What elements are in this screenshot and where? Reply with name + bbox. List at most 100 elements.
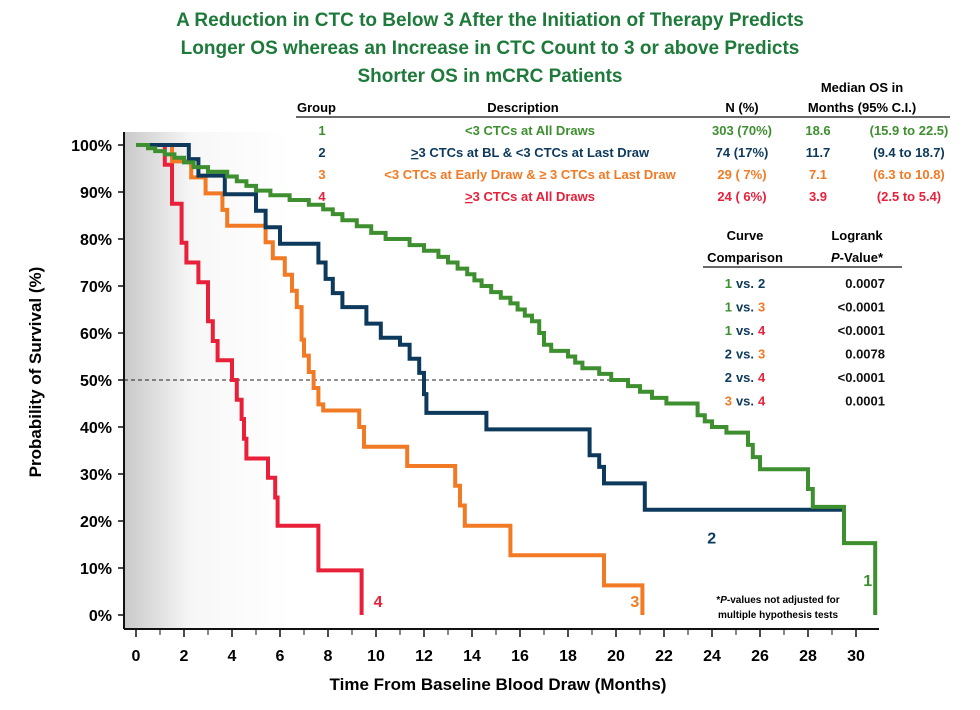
group-table: Group Description N (%) Median OS in Months … bbox=[296, 80, 950, 204]
ge-symbol: > bbox=[465, 189, 473, 204]
comparison-row: 1 vs. 2 bbox=[725, 276, 766, 291]
comparison-p-value: <0.0001 bbox=[838, 370, 885, 385]
comparison-b: 4 bbox=[758, 394, 766, 409]
group-row-1: 1 <3 CTCs at All Draws 303 (70%) 18.6 (15.9 … bbox=[318, 123, 948, 138]
y-tick-label: 20% bbox=[80, 514, 112, 531]
footnote-star: * bbox=[716, 595, 720, 606]
curve-group-2 bbox=[136, 143, 844, 512]
x-tick-label: 12 bbox=[415, 648, 433, 665]
comparison-table: Curve Comparison Logrank P-Value* 1 vs. 2 0.000… bbox=[703, 228, 902, 409]
comparison-a: 1 bbox=[725, 276, 732, 291]
comparison-vs: vs. bbox=[736, 394, 754, 409]
comparison-vs: vs. bbox=[736, 300, 754, 315]
comparison-row: 2 vs. 3 bbox=[725, 347, 766, 362]
group-n: 74 (17%) bbox=[716, 145, 769, 160]
y-tick-label: 90% bbox=[80, 185, 112, 202]
plot-area bbox=[124, 132, 879, 629]
footnote-line-1: *P-values not adjusted for bbox=[716, 595, 839, 606]
comparison-p-value: <0.0001 bbox=[838, 323, 885, 338]
comparison-a: 2 bbox=[725, 347, 732, 362]
y-tick-label: 60% bbox=[80, 326, 112, 343]
x-tick-label: 4 bbox=[228, 648, 237, 665]
curve-group-1 bbox=[136, 143, 878, 615]
comparison-b: 2 bbox=[758, 276, 765, 291]
footnote-rest: -values not adjusted for bbox=[727, 595, 840, 606]
x-tick-label: 30 bbox=[847, 648, 865, 665]
y-tick-label: 70% bbox=[80, 279, 112, 296]
group-id: 1 bbox=[318, 123, 325, 138]
y-tick-label: 50% bbox=[80, 373, 112, 390]
header-median-2: Months (95% C.I.) bbox=[808, 100, 916, 115]
y-axis-title: Probability of Survival (%) bbox=[26, 267, 45, 478]
y-tick-label: 40% bbox=[80, 420, 112, 437]
title-line-1: A Reduction in CTC to Below 3 After the … bbox=[176, 10, 804, 31]
comparison-p-value: 0.0078 bbox=[845, 347, 885, 362]
comparison-row: 3 vs. 4 bbox=[725, 394, 766, 409]
x-tick-label: 0 bbox=[132, 648, 141, 665]
footnote: *P-values not adjusted for multiple hypo… bbox=[716, 595, 839, 621]
group-median: 18.6 bbox=[805, 123, 830, 138]
comparison-p-value: 0.0007 bbox=[845, 276, 885, 291]
title-line-2: Longer OS whereas an Increase in CTC Cou… bbox=[181, 38, 800, 59]
footnote-line-2: multiple hypothesis tests bbox=[718, 610, 838, 621]
group-ci: (15.9 to 22.5) bbox=[870, 123, 949, 138]
comparison-a: 1 bbox=[725, 323, 732, 338]
comparison-row: 2 vs. 4 bbox=[725, 370, 766, 385]
comparison-a: 3 bbox=[725, 394, 732, 409]
footnote-p: P bbox=[720, 595, 727, 606]
comparison-vs: vs. bbox=[736, 347, 754, 362]
y-tick-label: 30% bbox=[80, 467, 112, 484]
y-tick-label: 0% bbox=[89, 608, 112, 625]
group-description: >3 CTCs at All Draws bbox=[465, 189, 595, 204]
y-tick-label: 10% bbox=[80, 561, 112, 578]
group-n: 29 ( 7%) bbox=[717, 167, 766, 182]
description-text: 3 CTCs at All Draws bbox=[473, 189, 595, 204]
group-median: 3.9 bbox=[809, 189, 827, 204]
x-tick-label: 10 bbox=[367, 648, 385, 665]
header-logrank-1: Logrank bbox=[831, 228, 883, 243]
group-row-3: 3 <3 CTCs at Early Draw & ≥ 3 CTCs at Las… bbox=[318, 167, 944, 182]
group-description: >3 CTCs at BL & <3 CTCs at Last Draw bbox=[411, 145, 650, 160]
curve-end-label-1: 1 bbox=[863, 573, 872, 590]
header-description: Description bbox=[487, 100, 559, 115]
group-ci: (6.3 to 10.8) bbox=[873, 167, 945, 182]
curve-end-label-4: 4 bbox=[374, 594, 383, 611]
group-id: 4 bbox=[318, 189, 326, 204]
group-n: 303 (70%) bbox=[712, 123, 772, 138]
comparison-a: 1 bbox=[725, 300, 732, 315]
description-text: 3 CTCs at BL & <3 CTCs at Last Draw bbox=[419, 145, 650, 160]
tick-layer: 0 2 4 6 8 10 12 14 16 18 20 22 24 26 28 300%10%20%30%40… bbox=[71, 138, 865, 665]
group-description: <3 CTCs at Early Draw & ≥ 3 CTCs at Last… bbox=[384, 167, 676, 182]
group-n: 24 ( 6%) bbox=[717, 189, 766, 204]
group-row-2: 2 >3 CTCs at BL & <3 CTCs at Last Draw 74 … bbox=[318, 145, 944, 160]
group-ci: (9.4 to 18.7) bbox=[873, 145, 945, 160]
header-logrank-p: P bbox=[831, 250, 840, 265]
y-tick-label: 100% bbox=[71, 138, 112, 155]
x-tick-label: 22 bbox=[655, 648, 673, 665]
x-tick-label: 26 bbox=[751, 648, 769, 665]
x-axis-title: Time From Baseline Blood Draw (Months) bbox=[330, 675, 667, 694]
x-tick-label: 24 bbox=[703, 648, 721, 665]
comparison-p-value: <0.0001 bbox=[838, 300, 885, 315]
header-logrank-rest: -Value* bbox=[840, 250, 884, 265]
group-id: 2 bbox=[318, 145, 325, 160]
comparison-b: 4 bbox=[758, 370, 766, 385]
comparison-b: 3 bbox=[758, 300, 765, 315]
curve-group-4 bbox=[136, 143, 364, 615]
x-tick-label: 8 bbox=[324, 648, 333, 665]
x-tick-label: 28 bbox=[799, 648, 817, 665]
x-tick-label: 16 bbox=[511, 648, 529, 665]
header-n: N (%) bbox=[725, 100, 758, 115]
title-line-3: Shorter OS in mCRC Patients bbox=[358, 66, 623, 87]
description-text: <3 CTCs at All Draws bbox=[465, 123, 595, 138]
comparison-b: 4 bbox=[758, 323, 766, 338]
header-curve-2: Comparison bbox=[707, 250, 783, 265]
chart-title: A Reduction in CTC to Below 3 After the … bbox=[176, 10, 804, 87]
curve-group-3 bbox=[136, 143, 645, 615]
comparison-vs: vs. bbox=[736, 323, 754, 338]
group-median: 11.7 bbox=[806, 145, 831, 160]
comparison-row: 1 vs. 3 bbox=[725, 300, 766, 315]
x-tick-label: 2 bbox=[180, 648, 189, 665]
ge-symbol: > bbox=[411, 145, 419, 160]
